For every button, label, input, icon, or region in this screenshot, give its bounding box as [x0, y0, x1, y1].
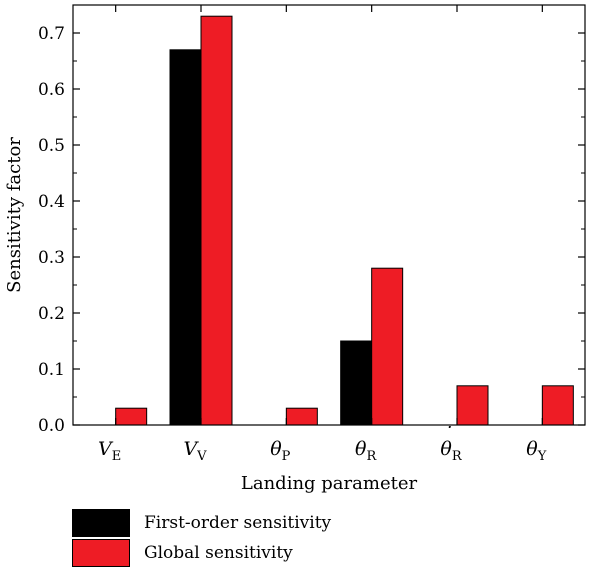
y-tick-label: 0.1 — [38, 360, 65, 380]
y-axis-title: Sensitivity factor — [4, 137, 25, 293]
legend-swatch-first-order — [72, 509, 130, 537]
bar-first-order-3 — [340, 340, 373, 426]
legend-label-first-order: First-order sensitivity — [144, 513, 332, 533]
bar-global-2 — [285, 407, 318, 426]
x-category-label-0: VE — [98, 438, 121, 464]
y-tick-label: 0.4 — [38, 192, 65, 212]
y-tick-label: 0.3 — [38, 248, 65, 268]
x-category-label-3: θR — [355, 438, 377, 464]
y-tick-label: 0.6 — [38, 80, 65, 100]
bars-group — [115, 15, 574, 426]
legend-item-global: Global sensitivity — [72, 538, 331, 568]
x-axis: VE VV θP θR θR˙θY — [98, 5, 547, 464]
x-axis-title: Landing parameter — [241, 473, 418, 494]
x-category-dot-4: ˙ — [443, 423, 453, 445]
x-category-label-2: θP — [270, 438, 290, 464]
y-tick-label: 0.2 — [38, 304, 65, 324]
bar-global-0 — [115, 407, 148, 426]
legend-label-global: Global sensitivity — [144, 543, 293, 563]
y-tick-label: 0.7 — [38, 24, 65, 44]
legend-swatch-global — [72, 539, 130, 567]
bar-first-order-1 — [169, 49, 202, 426]
y-axis: 0.0 0.1 0.2 0.3 0.4 0.5 0.6 0.7 — [38, 24, 585, 436]
x-category-label-4: θR — [440, 438, 462, 464]
legend: First-order sensitivity Global sensitivi… — [72, 508, 331, 568]
legend-item-first-order: First-order sensitivity — [72, 508, 331, 538]
y-tick-label: 0.0 — [38, 416, 65, 436]
sensitivity-bar-chart: 0.00.10.20.30.40.50.60.7 VE VV θP θR θR˙θY L… — [4, 4, 586, 494]
bar-global-5 — [541, 385, 574, 426]
y-tick-label: 0.5 — [38, 136, 65, 156]
bar-global-3 — [371, 267, 404, 426]
plot-frame — [72, 4, 586, 426]
x-category-label-5: θY — [526, 438, 546, 464]
bar-global-1 — [200, 15, 233, 426]
bar-global-4 — [456, 385, 489, 426]
x-category-label-1: VV — [183, 438, 207, 464]
